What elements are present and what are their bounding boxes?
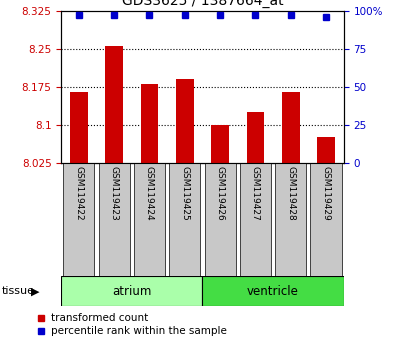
- Bar: [205, 163, 236, 276]
- Bar: [169, 163, 200, 276]
- Bar: [141, 84, 158, 163]
- Text: GSM119426: GSM119426: [216, 166, 225, 221]
- Bar: [134, 163, 165, 276]
- Text: GSM119425: GSM119425: [180, 166, 189, 221]
- Text: GSM119423: GSM119423: [110, 166, 118, 221]
- Bar: [317, 137, 335, 163]
- Text: GSM119429: GSM119429: [322, 166, 331, 221]
- Text: GSM119427: GSM119427: [251, 166, 260, 221]
- Bar: [105, 46, 123, 163]
- Bar: [282, 92, 299, 163]
- Bar: [202, 276, 344, 306]
- Text: tissue: tissue: [2, 286, 35, 296]
- Text: ventricle: ventricle: [247, 285, 299, 298]
- Title: GDS3625 / 1387664_at: GDS3625 / 1387664_at: [122, 0, 283, 8]
- Text: GSM119424: GSM119424: [145, 166, 154, 221]
- Bar: [246, 112, 264, 163]
- Bar: [61, 276, 202, 306]
- Text: ▶: ▶: [31, 286, 40, 296]
- Bar: [310, 163, 342, 276]
- Legend: transformed count, percentile rank within the sample: transformed count, percentile rank withi…: [36, 313, 227, 336]
- Bar: [99, 163, 130, 276]
- Bar: [211, 125, 229, 163]
- Text: GSM119428: GSM119428: [286, 166, 295, 221]
- Bar: [176, 79, 194, 163]
- Bar: [70, 92, 88, 163]
- Bar: [275, 163, 306, 276]
- Bar: [240, 163, 271, 276]
- Bar: [63, 163, 94, 276]
- Text: atrium: atrium: [112, 285, 152, 298]
- Text: GSM119422: GSM119422: [74, 166, 83, 221]
